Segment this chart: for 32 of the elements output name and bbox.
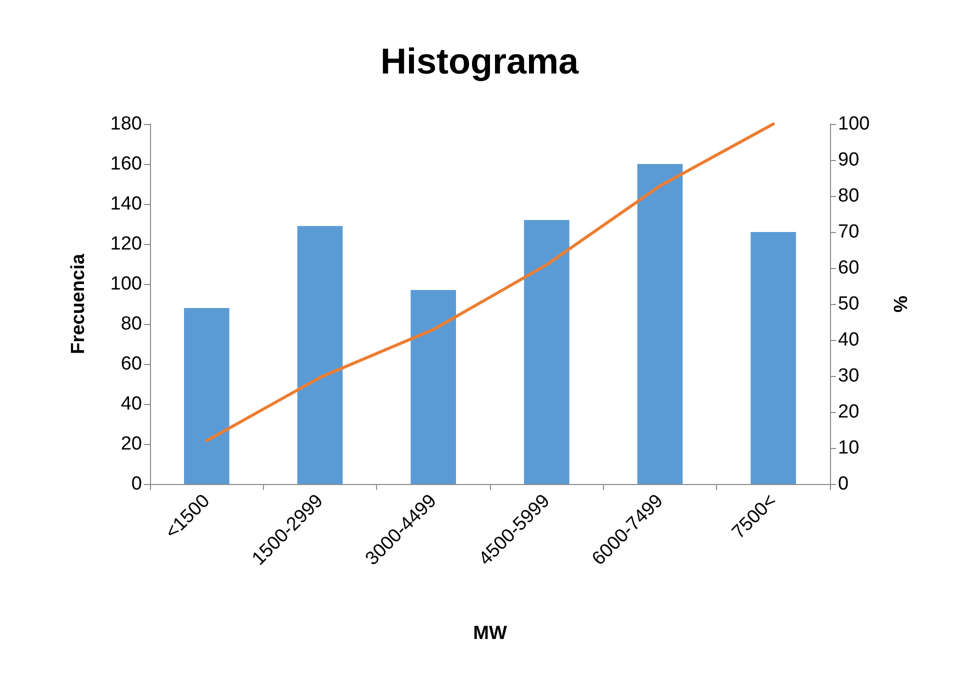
y-tick-label: 20 — [120, 434, 142, 454]
y2-tick-label: 30 — [838, 366, 860, 386]
y2-tick-label: 0 — [838, 474, 849, 494]
bar — [184, 308, 230, 484]
y2-tick-label: 10 — [838, 438, 860, 458]
y-axis-title: Frecuencia — [68, 253, 89, 354]
y-tick-label: 180 — [110, 114, 142, 134]
y-tick-label: 80 — [120, 314, 142, 334]
y2-tick-label: 60 — [838, 258, 860, 278]
y2-tick-label: 50 — [838, 294, 860, 314]
y2-tick-label: 80 — [838, 186, 860, 206]
chart-title: Histograma — [380, 40, 580, 82]
bar — [750, 232, 796, 484]
y-tick-label: 100 — [110, 274, 142, 294]
line-series — [205, 122, 775, 442]
y-tick-label: 120 — [110, 234, 142, 254]
y-tick-label: 40 — [120, 394, 142, 414]
y2-tick-label: 100 — [838, 114, 870, 134]
bar — [524, 220, 570, 484]
y2-axis-title: % — [891, 295, 912, 312]
y-tick-label: 0 — [131, 474, 142, 494]
bar — [410, 290, 456, 484]
y-tick-label: 140 — [110, 194, 142, 214]
x-axis-title: MW — [473, 623, 507, 644]
y2-tick-label: 90 — [838, 150, 860, 170]
bar — [637, 164, 683, 484]
y2-tick-label: 70 — [838, 222, 860, 242]
y-tick-label: 160 — [110, 154, 142, 174]
y-tick-label: 60 — [120, 354, 142, 374]
bar — [297, 226, 343, 484]
y2-tick-label: 40 — [838, 330, 860, 350]
y2-tick-label: 20 — [838, 402, 860, 422]
